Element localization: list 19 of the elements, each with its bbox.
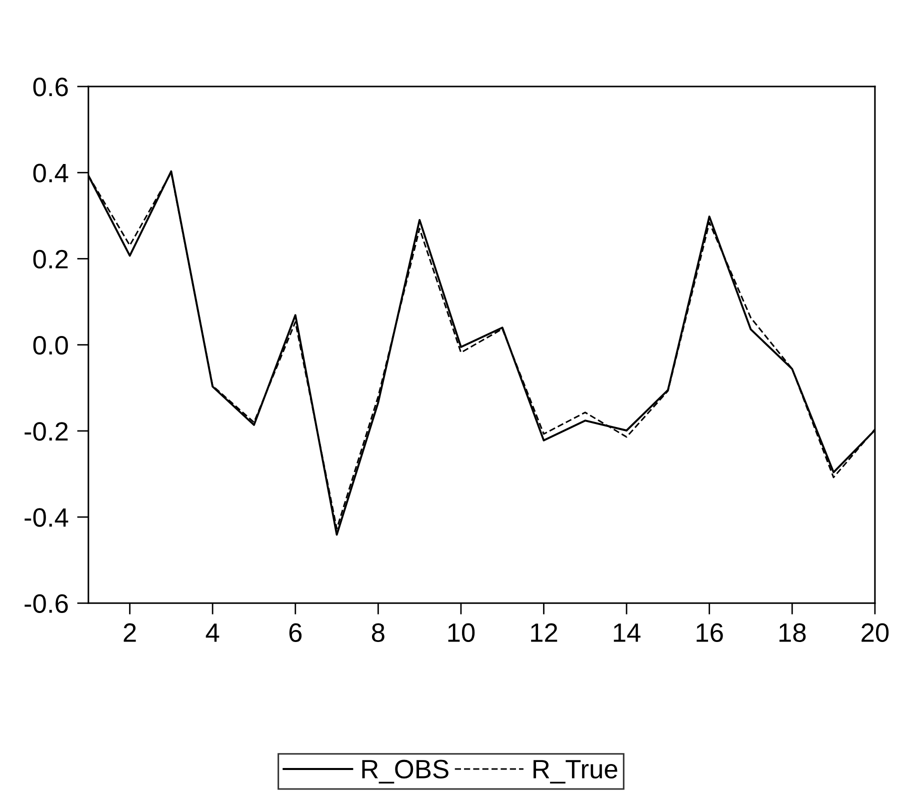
x-tick-label: 6	[289, 623, 302, 642]
x-tick-label: 20	[862, 623, 889, 642]
y-tick-label: 0.4	[33, 164, 68, 182]
y-tick-label: 0.0	[33, 336, 68, 355]
x-tick-label: 4	[206, 624, 220, 642]
x-tick-label: 18	[779, 623, 806, 642]
y-tick-label: -0.6	[24, 594, 68, 613]
y-tick-label: 0.2	[33, 250, 68, 269]
x-tick-label: 14	[614, 624, 640, 642]
legend-label: R_OBS	[362, 760, 448, 784]
x-tick-label: 8	[372, 623, 384, 642]
x-tick-label: 16	[696, 623, 723, 642]
x-tick-label: 10	[448, 623, 475, 642]
x-tick-label: 2	[124, 623, 136, 642]
y-tick-label: -0.2	[24, 422, 68, 441]
legend-label: R_True	[534, 760, 618, 784]
y-tick-label: 0.6	[33, 78, 68, 96]
x-tick-label: 12	[531, 623, 558, 642]
y-tick-label: -0.4	[24, 508, 68, 527]
